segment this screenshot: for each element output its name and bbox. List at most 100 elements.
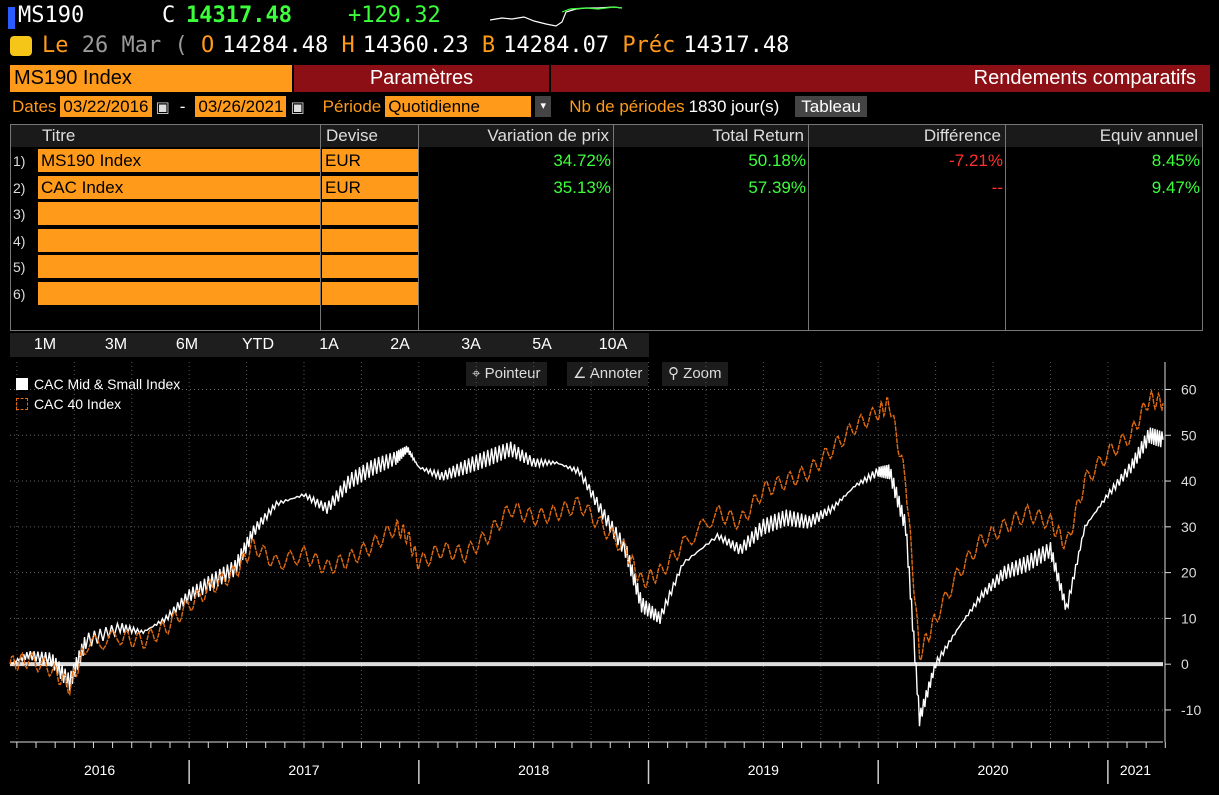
period-button-6m[interactable]: 6M — [175, 336, 199, 353]
period-button-5a[interactable]: 5A — [532, 336, 552, 353]
col-total-return: Total Return — [712, 126, 804, 145]
row-currency-field[interactable] — [322, 228, 418, 252]
period-button-3m[interactable]: 3M — [104, 336, 128, 353]
col-title: Titre — [42, 126, 76, 145]
last-label: C — [162, 3, 176, 28]
x-tick-label: 2018 — [518, 762, 549, 778]
sparkline-white — [490, 6, 623, 27]
row-difference: -7.21% — [949, 151, 1003, 170]
period-button-2a[interactable]: 2A — [390, 336, 410, 353]
prev-value: 14317.48 — [683, 33, 790, 58]
legend-swatch-orange — [16, 398, 28, 410]
period-button-bar — [10, 333, 649, 357]
sparkline-green — [561, 6, 623, 13]
open-label: O — [200, 33, 215, 58]
row-annual: 9.47% — [1151, 177, 1200, 197]
start-date-input[interactable]: 03/22/2016 — [60, 96, 152, 117]
row-title-field[interactable] — [38, 228, 320, 252]
row-number: 1) — [13, 153, 26, 169]
zoom-icon: ⚲ — [668, 365, 679, 382]
high-label: H — [341, 33, 355, 58]
series-line-cac-mid-small — [9, 427, 1164, 727]
dates-label: Dates — [12, 96, 57, 116]
row-annual: 8.45% — [1151, 151, 1200, 170]
row-title-field[interactable]: CAC Index — [38, 175, 320, 199]
price-change: +129.32 — [348, 3, 441, 28]
date-separator: - — [179, 96, 186, 116]
period-button-3a[interactable]: 3A — [461, 336, 481, 353]
page-title: Rendements comparatifs — [551, 65, 1210, 92]
row-currency-field[interactable]: EUR — [322, 175, 418, 199]
y-tick-label: 50 — [1181, 427, 1197, 443]
bid-value: 14284.07 — [503, 33, 610, 58]
row-currency-field[interactable]: EUR — [322, 149, 418, 172]
calendar-icon[interactable]: ▣ — [155, 98, 170, 116]
sparkline — [490, 6, 623, 27]
zoom-tool[interactable]: ⚲ Zoom — [662, 362, 728, 386]
col-annual: Equiv annuel — [1099, 126, 1198, 145]
period-button-ytd[interactable]: YTD — [242, 336, 274, 353]
x-tick-label: 2021 — [1120, 762, 1151, 778]
x-tick-label: 2019 — [748, 762, 779, 778]
period-button-10a[interactable]: 10A — [598, 336, 628, 353]
alert-icon[interactable] — [10, 36, 32, 56]
row-title-field[interactable] — [38, 281, 320, 305]
row-total-return: 57.39% — [748, 177, 806, 197]
params-tab[interactable]: Paramètres — [294, 65, 549, 92]
open-value: 14284.48 — [222, 33, 329, 58]
period-button-1m[interactable]: 1M — [33, 336, 57, 353]
security-field[interactable]: MS190 Index — [10, 65, 292, 92]
row-number: 3) — [13, 206, 26, 222]
row-number: 6) — [13, 285, 26, 302]
row-price-change: 35.13% — [553, 177, 611, 197]
nperiods-label: Nb de périodes — [569, 96, 685, 116]
bid-label: B — [481, 33, 496, 58]
high-value: 14360.23 — [362, 33, 469, 58]
legend-item-white: CAC Mid & Small Index — [16, 374, 180, 394]
chart-legend: CAC Mid & Small Index CAC 40 Index — [16, 374, 180, 414]
annotate-tool[interactable]: ∠ Annoter — [567, 362, 649, 386]
period-select[interactable]: Quotidienne — [385, 96, 532, 117]
nperiods-value: 1830 jour(s) — [688, 96, 780, 116]
row-title-field[interactable]: MS190 Index — [38, 149, 320, 172]
x-tick-label: 2017 — [288, 762, 319, 778]
pencil-icon: ∠ — [573, 365, 587, 382]
row-difference: -- — [991, 177, 1003, 197]
y-tick-label: 0 — [1181, 656, 1189, 672]
row-number: 5) — [13, 259, 26, 275]
row-currency-field[interactable] — [322, 202, 418, 225]
prev-label: Préc — [622, 33, 676, 58]
x-tick-label: 2016 — [84, 762, 115, 778]
returns-table — [10, 124, 1203, 331]
y-tick-label: 20 — [1181, 565, 1197, 581]
row-currency-field[interactable] — [322, 281, 418, 305]
y-tick-label: 40 — [1181, 473, 1197, 489]
table-header — [11, 125, 1202, 147]
date-prefix: Le — [42, 33, 69, 58]
col-currency: Devise — [326, 126, 378, 145]
last-price: 14317.48 — [186, 3, 292, 28]
security-marker — [8, 7, 15, 29]
col-price-change: Variation de prix — [487, 126, 609, 145]
col-difference: Différence — [923, 126, 1001, 145]
x-tick-label: 2020 — [977, 762, 1008, 778]
series-line-cac-40 — [9, 388, 1164, 697]
y-tick-label: -10 — [1181, 702, 1201, 718]
end-date-input[interactable]: 03/26/2021 — [195, 96, 287, 117]
pointer-tool[interactable]: ⌖ Pointeur — [466, 362, 547, 386]
row-price-change: 34.72% — [553, 151, 611, 170]
ticker: MS190 — [18, 3, 85, 28]
row-title-field[interactable] — [38, 255, 320, 278]
row-number: 4) — [13, 232, 26, 249]
row-currency-field[interactable] — [322, 255, 418, 278]
table-button[interactable]: Tableau — [795, 96, 867, 117]
calendar-icon[interactable]: ▣ — [290, 98, 305, 116]
legend-item-orange: CAC 40 Index — [16, 394, 180, 414]
row-number: 2) — [13, 179, 26, 196]
period-button-1a[interactable]: 1A — [319, 336, 339, 353]
row-title-field[interactable] — [38, 202, 320, 225]
quote-date: 26 Mar — [81, 33, 162, 58]
chevron-down-icon[interactable]: ▾ — [535, 96, 552, 117]
row-total-return: 50.18% — [748, 151, 806, 170]
